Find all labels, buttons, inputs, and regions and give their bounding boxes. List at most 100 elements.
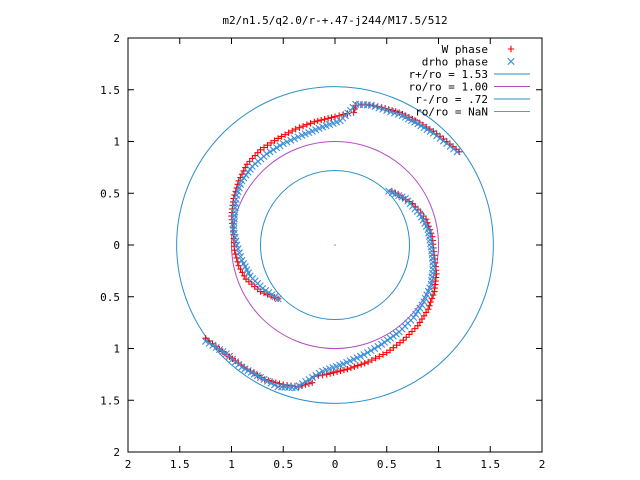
- w-phase-point: [285, 129, 292, 137]
- w-phase-point: [383, 349, 390, 356]
- legend-label: r+/ro = 1.53: [409, 68, 488, 81]
- drho-phase-point: [283, 138, 291, 146]
- y-tick-label: 0.5: [100, 291, 120, 304]
- drho-phase-point: [279, 139, 287, 148]
- w-phase-point: [351, 363, 358, 370]
- w-phase-point: [372, 355, 379, 362]
- w-phase-point: [414, 322, 421, 329]
- drho-phase-point: [295, 382, 303, 390]
- drho-phase-point: [387, 108, 395, 116]
- drho-phase-point: [383, 106, 391, 115]
- drho-phase-point: [212, 343, 220, 352]
- w-phase-point: [278, 133, 285, 140]
- drho-phase-point: [414, 307, 422, 315]
- drho-phase-point: [235, 249, 243, 257]
- drho-phase-point: [377, 340, 386, 348]
- w-phase-point: [340, 111, 347, 118]
- w-phase-point: [340, 366, 348, 374]
- w-phase-point: [420, 312, 428, 319]
- w-phase-point: [333, 368, 341, 375]
- drho-phase-point: [315, 369, 323, 377]
- w-phase-point: [274, 135, 282, 142]
- w-phase-point: [260, 289, 268, 297]
- w-phase-point: [431, 288, 438, 295]
- w-phase-point: [330, 369, 337, 376]
- w-phase-point: [403, 334, 410, 341]
- w-phase-point: [393, 341, 400, 349]
- drho-phase-point: [318, 367, 327, 375]
- w-phase-point: [292, 125, 299, 133]
- drho-phase-point: [265, 289, 273, 297]
- w-phase-point: [347, 364, 355, 372]
- drho-phase-point: [274, 383, 282, 391]
- x-tick-label: 0.5: [377, 458, 397, 471]
- w-phase-point: [376, 353, 383, 360]
- drho-phase-point: [219, 348, 227, 356]
- legend-label: r-/ro = .72: [415, 93, 488, 106]
- w-phase-point: [361, 359, 368, 367]
- drho-phase-point: [453, 148, 461, 156]
- w-phase-point: [396, 339, 404, 346]
- drho-phase-point: [216, 345, 224, 354]
- w-phase-point: [254, 149, 261, 156]
- drho-phase-point: [416, 304, 424, 312]
- w-phase-point: [390, 344, 397, 351]
- w-phase-point: [267, 139, 275, 147]
- w-phase-point: [335, 112, 343, 119]
- legend-label: ro/ro = NaN: [415, 106, 488, 119]
- y-tick-label: 1.5: [100, 84, 120, 97]
- drho-phase-point: [375, 104, 383, 112]
- w-phase-point: [429, 291, 437, 299]
- drho-phase-point: [234, 245, 242, 253]
- w-phase-point: [424, 305, 432, 313]
- drho-phase-point: [308, 373, 317, 382]
- drho-phase-point: [267, 379, 275, 387]
- w-phase-point: [202, 334, 209, 342]
- drho-phase-point: [367, 346, 375, 355]
- drho-phase-point: [268, 291, 276, 299]
- w-phase-point: [418, 315, 426, 323]
- w-phase-point: [428, 295, 436, 302]
- y-tick-label: 1.5: [100, 394, 120, 407]
- w-phase-point: [271, 137, 278, 144]
- w-phase-point: [242, 275, 250, 283]
- drho-phase-point: [205, 339, 213, 347]
- chart-title: m2/n1.5/q2.0/r-+.47-j244/M17.5/512: [222, 14, 447, 27]
- drho-phase-point: [394, 110, 402, 118]
- circles-layer: [176, 86, 494, 404]
- w-phase-point: [303, 121, 311, 128]
- w-phase-point: [328, 114, 335, 121]
- w-phase-point: [368, 356, 376, 364]
- drho-phase-point: [266, 148, 274, 156]
- axis-ticks: 2 1.5 1 0.5 0 0.5 1 1.5 221.510.500.511.52: [100, 32, 545, 471]
- w-phase-point: [311, 118, 318, 126]
- y-tick-label: 2: [113, 32, 120, 45]
- w-phase-point: [411, 325, 419, 332]
- w-phase-point: [416, 319, 424, 326]
- w-phase-point: [307, 120, 314, 127]
- w-phase-point: [314, 117, 321, 125]
- w-phase-point: [264, 142, 271, 149]
- drho-phase-point: [363, 349, 372, 357]
- drho-phase-point: [262, 286, 270, 295]
- w-phase-point: [260, 144, 268, 151]
- w-phase-point: [305, 380, 313, 387]
- origin-dot: [334, 244, 336, 246]
- drho-phase-point: [371, 102, 379, 111]
- x-tick-label: 0.5: [273, 458, 293, 471]
- drho-phase-point: [390, 109, 399, 117]
- w-phase-point: [288, 127, 296, 135]
- points-layer: [202, 100, 463, 392]
- legend-label: W phase: [442, 43, 488, 56]
- w-phase-point: [364, 358, 372, 366]
- w-phase-point: [408, 328, 416, 335]
- x-tick-label: 1: [435, 458, 442, 471]
- w-phase-point: [344, 366, 351, 373]
- drho-phase-point: [273, 144, 281, 152]
- drho-phase-point: [236, 253, 245, 261]
- y-tick-label: 0: [113, 239, 120, 252]
- w-phase-point: [350, 109, 357, 116]
- w-phase-point: [337, 367, 344, 375]
- drho-phase-point: [412, 310, 420, 318]
- w-phase-point: [299, 122, 307, 130]
